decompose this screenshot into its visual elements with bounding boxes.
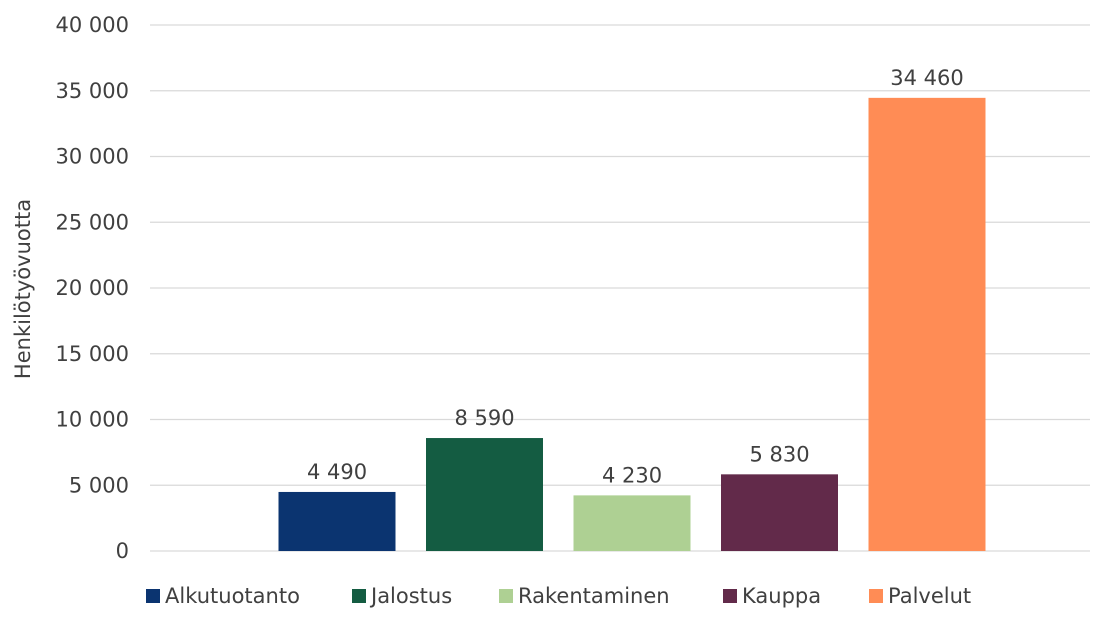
legend-label: Rakentaminen [518,584,670,608]
y-tick-label: 35 000 [56,79,129,103]
y-tick-label: 5 000 [69,473,129,497]
y-tick-label: 15 000 [56,342,129,366]
legend-swatch-kauppa [723,589,737,603]
bar-palvelut [868,97,986,551]
legend-label: Alkutuotanto [165,584,300,608]
y-tick-label: 0 [116,539,129,563]
y-axis-title: Henkilötyövuotta [11,199,35,379]
bars [278,97,986,551]
legend-label: Jalostus [369,584,452,608]
data-label: 4 230 [602,463,662,487]
legend-label: Kauppa [742,584,821,608]
y-tick-label: 40 000 [56,13,129,37]
bar-alkutuotanto [278,491,396,551]
y-tick-label: 25 000 [56,210,129,234]
bar-rakentaminen [573,495,691,551]
data-label: 34 460 [890,66,963,90]
legend: Alkutuotanto Jalostus Rakentaminen Kauppa Pa… [146,584,971,608]
legend-swatch-alkutuotanto [146,589,160,603]
legend-swatch-jalostus [352,589,366,603]
bar-jalostus [426,438,543,551]
y-tick-label: 10 000 [56,408,129,432]
data-label: 4 490 [307,460,367,484]
y-tick-label: 30 000 [56,145,129,169]
y-tick-label: 20 000 [56,276,129,300]
data-label: 5 830 [749,442,809,466]
legend-label: Palvelut [888,584,971,608]
bar-kauppa [721,474,838,551]
gridlines [150,24,1090,552]
legend-swatch-palvelut [869,589,883,603]
data-labels: 4 490 8 590 4 230 5 830 34 460 [307,66,964,488]
y-axis-tick-labels: 0 5 000 10 000 15 000 20 000 25 000 30 000 35 0… [56,13,129,563]
data-label: 8 590 [454,406,514,430]
legend-swatch-rakentaminen [499,589,513,603]
